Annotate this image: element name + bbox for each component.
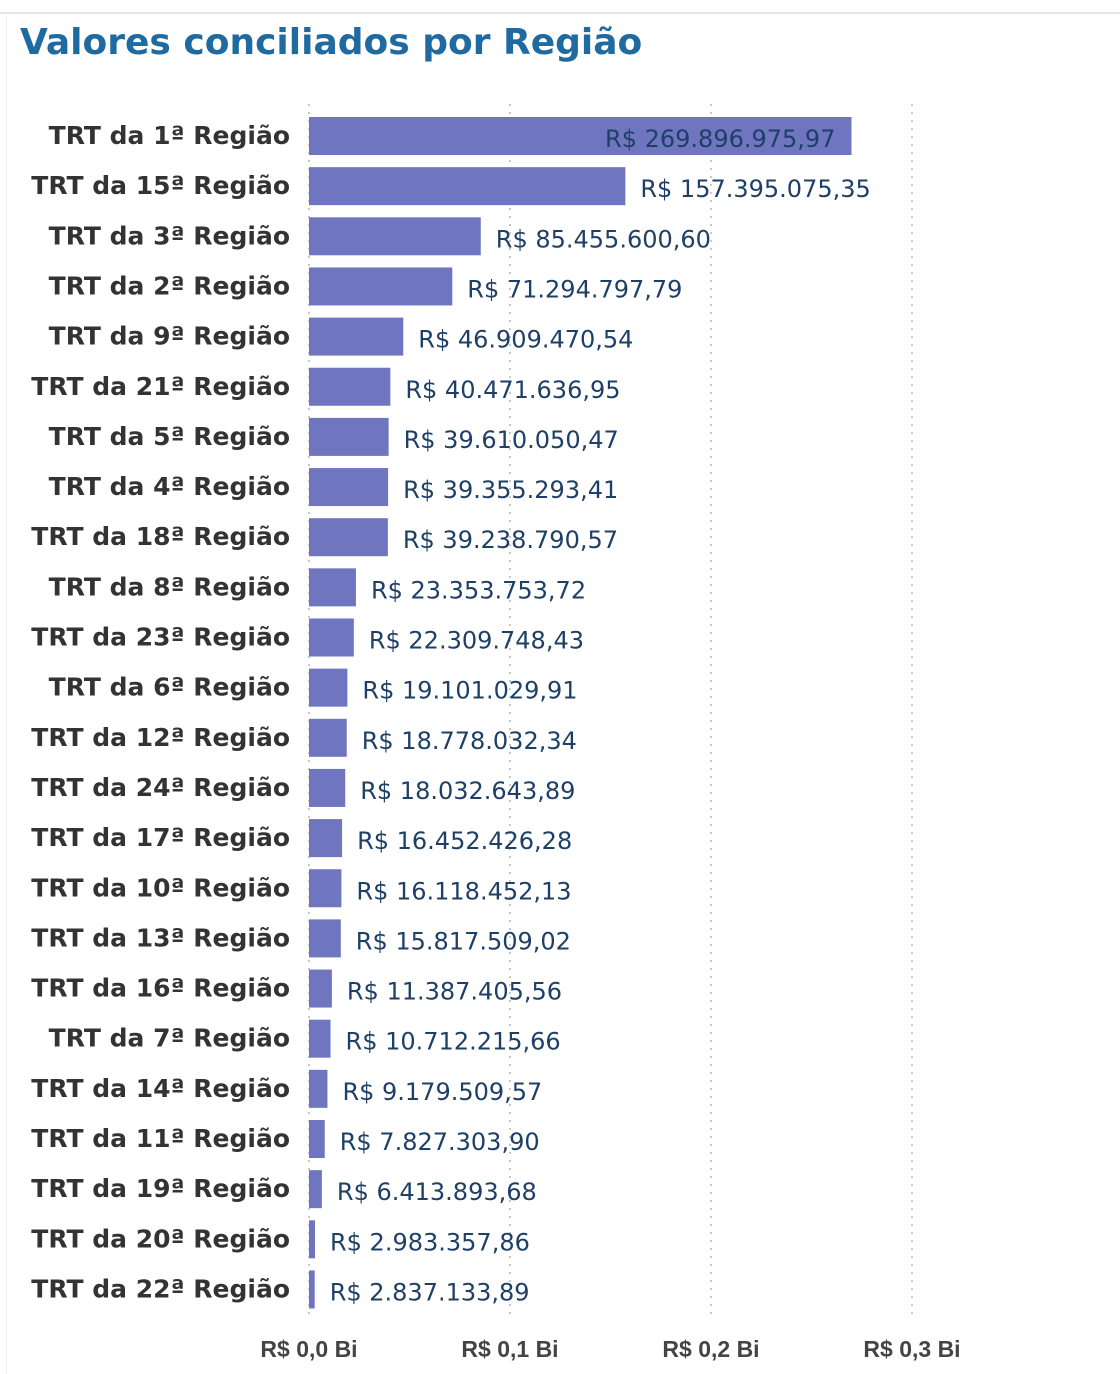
frame-top-border [0,12,1120,14]
value-labels: R$ 269.896.975,97 R$ 157.395.075,35 R$ 85.… [330,125,871,1306]
value-label: R$ 2.983.357,86 [330,1228,530,1256]
bar[interactable] [309,217,481,256]
category-labels: TRT da 1ª Região TRT da 15ª Região TRT da … [31,121,290,1303]
value-label: R$ 6.413.893,68 [337,1178,537,1206]
bar[interactable] [309,1270,315,1309]
category-label: TRT da 1ª Região [49,121,290,150]
category-label: TRT da 2ª Região [49,271,290,300]
bar[interactable] [309,267,453,306]
value-label: R$ 18.032.643,89 [360,777,575,805]
value-label: R$ 16.118.452,13 [356,877,571,905]
bars [309,117,852,1309]
category-label: TRT da 14ª Região [31,1074,290,1103]
category-label: TRT da 6ª Região [49,673,290,702]
bar[interactable] [309,317,404,356]
category-label: TRT da 19ª Região [31,1174,290,1203]
value-label: R$ 11.387.405,56 [347,978,562,1006]
bar[interactable] [309,869,342,908]
bar[interactable] [309,1019,331,1058]
value-label: R$ 22.309.748,43 [369,627,584,655]
value-label: R$ 18.778.032,34 [362,727,577,755]
category-label: TRT da 12ª Região [31,723,290,752]
bar[interactable] [309,367,391,406]
category-label: TRT da 22ª Região [31,1274,290,1303]
x-tick-label: R$ 0,0 Bi [260,1336,357,1362]
category-label: TRT da 10ª Região [31,873,290,902]
bar[interactable] [309,819,343,858]
value-label: R$ 2.837.133,89 [330,1278,530,1306]
category-label: TRT da 4ª Região [49,472,290,501]
category-label: TRT da 5ª Região [49,422,290,451]
bar[interactable] [309,969,332,1008]
chart-title: Valores conciliados por Região [20,22,643,63]
value-label: R$ 39.610.050,47 [404,426,619,454]
category-label: TRT da 3ª Região [49,221,290,250]
bar[interactable] [309,518,388,557]
category-label: TRT da 17ª Região [31,823,290,852]
value-label: R$ 16.452.426,28 [357,827,572,855]
frame-left-border [6,14,7,1374]
bar[interactable] [309,1120,325,1158]
value-label: R$ 85.455.600,60 [496,225,711,253]
value-label: R$ 46.909.470,54 [418,326,633,354]
value-label: R$ 269.896.975,97 [605,125,835,153]
x-tick-label: R$ 0,1 Bi [461,1336,558,1362]
bar[interactable] [309,468,389,507]
category-label: TRT da 11ª Região [31,1124,290,1153]
category-label: TRT da 13ª Região [31,923,290,952]
bar[interactable] [309,618,354,657]
category-label: TRT da 16ª Região [31,974,290,1003]
category-label: TRT da 9ª Região [49,322,290,351]
value-label: R$ 157.395.075,35 [640,175,870,203]
bar[interactable] [309,919,341,958]
bar[interactable] [309,117,852,155]
bar[interactable] [309,668,348,707]
grid-lines [308,104,913,1316]
value-label: R$ 40.471.636,95 [405,376,620,404]
bar[interactable] [309,1170,322,1209]
bar[interactable] [309,1220,315,1259]
value-label: R$ 71.294.797,79 [467,275,682,303]
category-label: TRT da 24ª Região [31,773,290,802]
x-axis-tick-labels: R$ 0,0 Bi R$ 0,1 Bi R$ 0,2 Bi R$ 0,3 Bi [260,1336,960,1362]
category-label: TRT da 18ª Região [31,522,290,551]
value-label: R$ 19.101.029,91 [362,677,577,705]
value-label: R$ 15.817.509,02 [356,927,571,955]
value-label: R$ 39.355.293,41 [403,476,618,504]
bar[interactable] [309,768,346,807]
category-label: TRT da 23ª Região [31,623,290,652]
value-label: R$ 10.712.215,66 [346,1028,561,1056]
bar[interactable] [309,417,389,456]
category-label: TRT da 21ª Região [31,372,290,401]
category-label: TRT da 7ª Região [49,1024,290,1053]
value-label: R$ 7.827.303,90 [340,1128,540,1156]
category-label: TRT da 15ª Região [31,171,290,200]
value-label: R$ 39.238.790,57 [403,526,618,554]
x-tick-label: R$ 0,2 Bi [662,1336,759,1362]
bar[interactable] [309,718,347,757]
bar[interactable] [309,167,626,206]
value-label: R$ 9.179.509,57 [342,1078,542,1106]
value-label: R$ 23.353.753,72 [371,576,586,604]
category-label: TRT da 8ª Região [49,572,290,601]
x-tick-label: R$ 0,3 Bi [863,1336,960,1362]
bar[interactable] [309,1069,328,1108]
category-label: TRT da 20ª Região [31,1224,290,1253]
bar[interactable] [309,568,356,607]
